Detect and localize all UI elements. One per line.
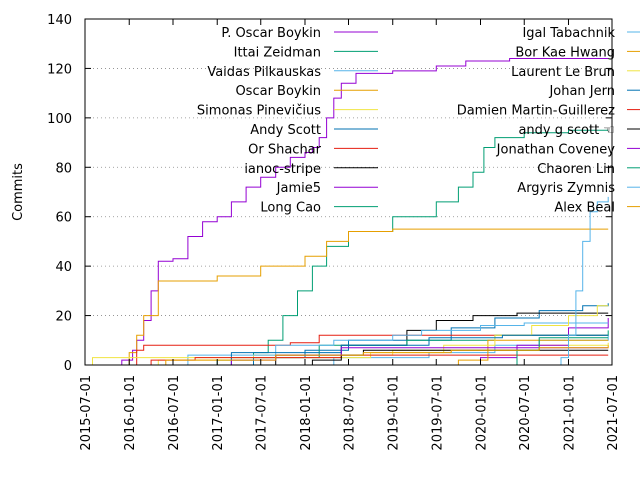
x-tick-label: 2020-07-01 <box>518 375 533 451</box>
x-tick-label: 2019-01-01 <box>387 375 402 451</box>
legend-label: ianoc-stripe <box>244 162 321 177</box>
series-line-18 <box>546 196 609 366</box>
series-line-0 <box>107 58 609 366</box>
series-line-19 <box>92 345 609 366</box>
legend-label: Ittai Zeidman <box>234 45 321 60</box>
legend-label: Chaoren Lin <box>537 162 615 177</box>
legend-label: Alex Beal <box>554 201 615 216</box>
legend-label: P. Oscar Boykin <box>221 26 321 41</box>
y-axis: 0 20 40 60 80 100 120 140 <box>47 13 612 374</box>
legend-label: Vaidas Pilkauskas <box>207 65 321 80</box>
y-tick-label: 80 <box>55 161 72 176</box>
y-tick-label: 100 <box>47 112 72 127</box>
y-tick-label: 40 <box>55 260 72 275</box>
y-tick-label: 120 <box>47 62 72 77</box>
legend-label: Igal Tabachnik <box>522 26 615 41</box>
x-tick-label: 2016-07-01 <box>167 375 182 451</box>
series-line-3 <box>121 228 609 366</box>
x-tick-label: 2018-07-01 <box>343 375 358 451</box>
legend: P. Oscar Boykin Ittai Zeidman Vaidas Pilka… <box>197 26 640 216</box>
legend-label: Johan Jern <box>548 84 615 99</box>
x-tick-label: 2019-07-01 <box>430 375 445 451</box>
legend-label: Andy Scott <box>250 123 321 138</box>
series-line-4 <box>129 342 609 366</box>
legend-label: Argyris Zymnis <box>517 181 615 196</box>
x-tick-label: 2017-07-01 <box>255 375 270 451</box>
x-tick-label: 2018-01-01 <box>299 375 314 451</box>
legend-label: Oscar Boykin <box>235 84 321 99</box>
x-tick-label: 2021-07-01 <box>606 375 621 451</box>
x-tick-label: 2021-01-01 <box>562 375 577 451</box>
legend-label: Or Shachar <box>248 142 322 157</box>
y-tick-label: 140 <box>47 13 72 28</box>
series-line-12 <box>88 305 609 366</box>
y-tick-label: 20 <box>55 310 72 325</box>
series-line-17 <box>502 337 609 366</box>
legend-label: Jamie5 <box>276 181 321 196</box>
legend-label: Long Cao <box>260 201 321 216</box>
legend-label: Simonas Pinevičius <box>197 104 321 119</box>
legend-label: Jonathan Coveney <box>496 142 616 157</box>
series-line-15 <box>282 349 609 366</box>
y-axis-title: Commits <box>11 163 26 221</box>
series-line-10 <box>92 322 609 366</box>
x-tick-label: 2017-01-01 <box>211 375 226 451</box>
legend-label: Bor Kae Hwang <box>515 45 615 60</box>
legend-label: andy g scott ☜ <box>518 123 615 138</box>
legend-label: Damien Martin-Guillerez <box>457 104 615 119</box>
x-tick-label: 2020-01-01 <box>474 375 489 451</box>
series-line-13 <box>165 334 609 366</box>
x-tick-label: 2015-07-01 <box>79 375 94 451</box>
x-axis: 2015-07-01 2016-01-01 2016-07-01 2017-01-01… <box>79 19 621 451</box>
legend-label: Laurent Le Brun <box>511 65 615 80</box>
y-tick-label: 60 <box>55 211 72 226</box>
x-tick-label: 2016-01-01 <box>123 375 138 451</box>
y-tick-label: 0 <box>64 359 72 374</box>
